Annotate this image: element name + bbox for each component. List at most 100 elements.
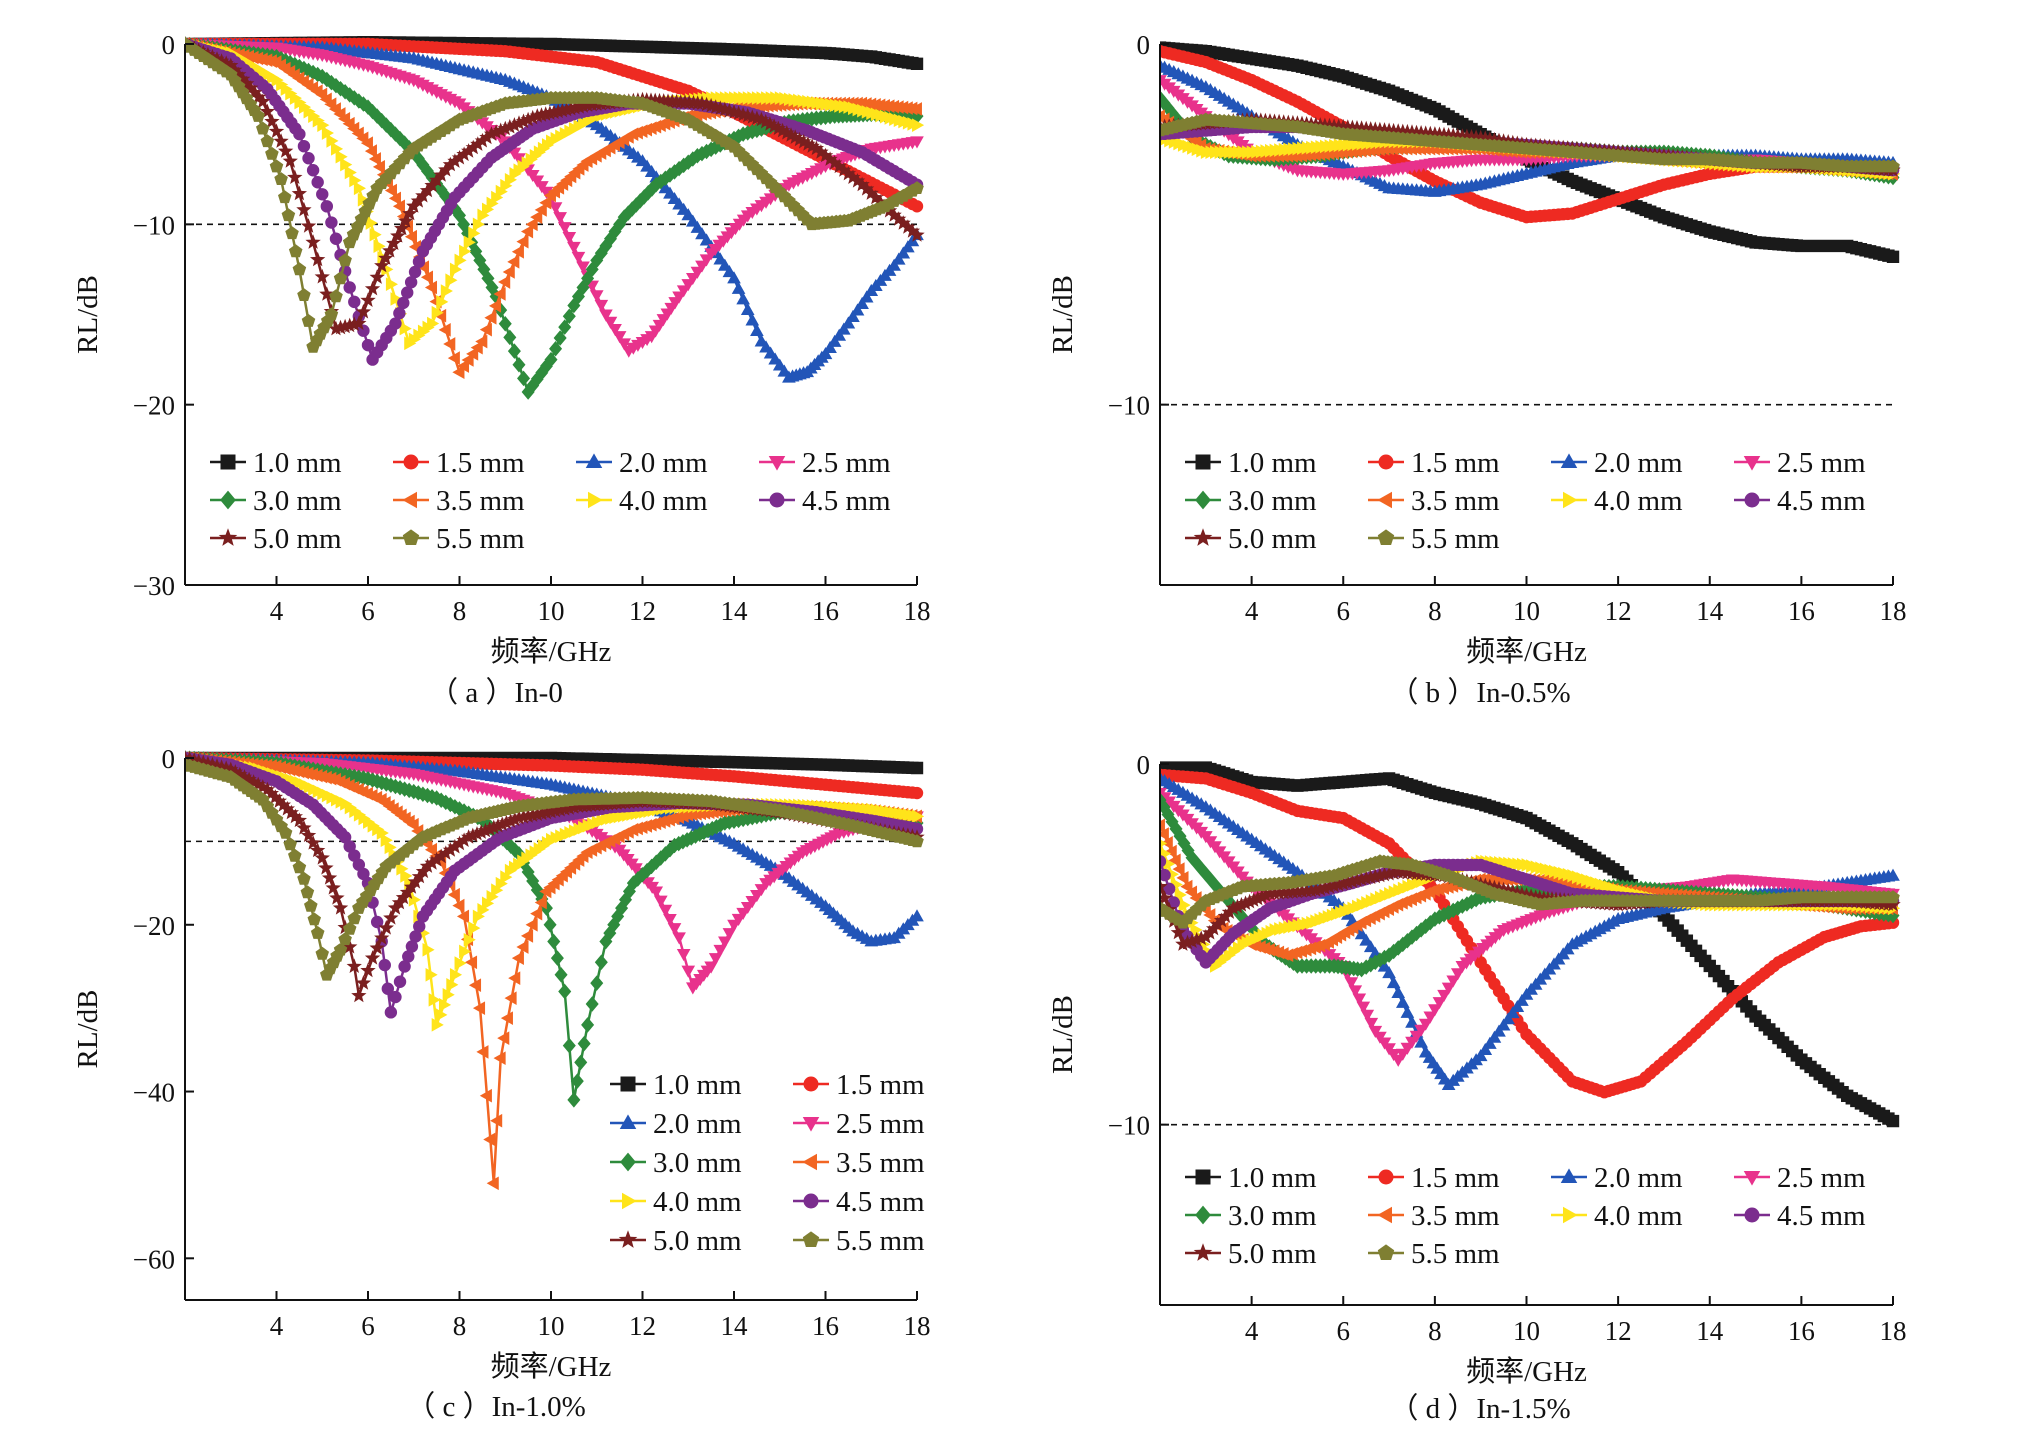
- legend-marker: [1744, 1207, 1760, 1223]
- legend-item: 1.0 mm: [610, 1069, 742, 1101]
- series-markers: [185, 749, 925, 1003]
- legend-marker: [619, 1114, 637, 1129]
- x-tick-label: 12: [1605, 1316, 1632, 1346]
- legend-item: 4.0 mm: [610, 1186, 742, 1218]
- legend-item: 1.5 mm: [1368, 1162, 1500, 1194]
- legend-item: 2.5 mm: [1734, 447, 1866, 479]
- legend-label: 4.5 mm: [1777, 485, 1866, 517]
- legend-marker: [403, 454, 419, 470]
- series-markers: [185, 752, 925, 1032]
- legend-item: 3.5 mm: [1368, 1200, 1500, 1232]
- legend-item: 4.0 mm: [576, 485, 708, 517]
- y-tick-label: −60: [133, 1244, 175, 1274]
- series-markers: [1160, 132, 1901, 181]
- legend: 1.0 mm 1.5 mm 2.0 mm 2.5 mm 3.0 mm 3.5 mm 4.0 …: [1185, 1162, 1866, 1270]
- legend-marker: [769, 492, 785, 508]
- legend-label: 1.5 mm: [1411, 447, 1500, 479]
- legend-marker: [622, 1192, 637, 1210]
- legend-label: 5.5 mm: [836, 1225, 925, 1257]
- legend-item: 1.5 mm: [393, 447, 525, 479]
- legend-marker: [1195, 1205, 1211, 1225]
- series-group: [1160, 41, 1901, 263]
- legend-marker: [1377, 491, 1392, 509]
- legend-marker: [1193, 1243, 1213, 1261]
- y-tick-label: 0: [1137, 750, 1151, 780]
- legend-item: 3.0 mm: [610, 1147, 742, 1179]
- y-axis-label: RL/dB: [1047, 995, 1079, 1074]
- legend-marker: [218, 528, 238, 546]
- x-tick-label: 14: [721, 1311, 749, 1341]
- x-axis-label: 频率/GHz: [1466, 1355, 1587, 1388]
- y-axis-label: RL/dB: [1047, 275, 1079, 354]
- series-group: [1160, 761, 1901, 1128]
- legend-item: 1.0 mm: [1185, 1162, 1317, 1194]
- legend-marker: [1193, 528, 1213, 546]
- legend-item: 1.5 mm: [793, 1069, 925, 1101]
- panel-caption: （ b ）In-0.5%: [1389, 677, 1570, 709]
- legend-label: 3.5 mm: [1411, 1200, 1500, 1232]
- legend-label: 4.0 mm: [1594, 1200, 1683, 1232]
- y-tick-label: −10: [133, 210, 175, 240]
- legend-marker: [1378, 454, 1394, 470]
- series-markers: [1160, 854, 1900, 929]
- legend-item: 5.5 mm: [393, 523, 525, 555]
- x-tick-label: 10: [538, 596, 565, 626]
- x-tick-label: 16: [1788, 1316, 1815, 1346]
- legend-item: 5.5 mm: [1368, 523, 1500, 555]
- legend-marker: [618, 1230, 638, 1248]
- legend-item: 2.5 mm: [1734, 1162, 1866, 1194]
- legend-item: 5.0 mm: [610, 1225, 742, 1257]
- legend-marker: [1560, 1168, 1578, 1183]
- legend-item: 5.0 mm: [210, 523, 342, 555]
- y-tick-label: −10: [1108, 391, 1150, 421]
- legend-marker: [1195, 1169, 1211, 1185]
- series-line: [185, 42, 918, 331]
- legend-marker: [1563, 1206, 1578, 1224]
- legend-marker: [803, 1193, 819, 1209]
- legend-label: 4.5 mm: [802, 485, 891, 517]
- legend-label: 4.0 mm: [619, 485, 708, 517]
- x-tick-label: 6: [1337, 1316, 1351, 1346]
- x-tick-label: 12: [629, 596, 656, 626]
- legend-label: 5.0 mm: [1228, 1238, 1317, 1270]
- legend-item: 4.5 mm: [1734, 1200, 1866, 1232]
- x-tick-label: 10: [1513, 596, 1540, 626]
- series-markers: [1160, 768, 1900, 1099]
- x-tick-label: 18: [904, 1311, 931, 1341]
- legend-marker: [1195, 454, 1211, 470]
- legend-marker: [220, 490, 236, 510]
- legend: 1.0 mm 1.5 mm 2.0 mm 2.5 mm 3.0 mm 3.5 mm 4.0 …: [1185, 447, 1866, 555]
- legend-label: 4.5 mm: [1777, 1200, 1866, 1232]
- x-tick-label: 16: [1788, 596, 1815, 626]
- legend-label: 5.0 mm: [653, 1225, 742, 1257]
- x-tick-label: 6: [1337, 596, 1351, 626]
- legend-label: 1.0 mm: [1228, 1162, 1317, 1194]
- series-markers: [1160, 41, 1900, 263]
- legend-label: 3.0 mm: [653, 1147, 742, 1179]
- x-tick-label: 10: [538, 1311, 565, 1341]
- legend-item: 3.5 mm: [393, 485, 525, 517]
- y-tick-label: −20: [133, 911, 175, 941]
- legend-item: 2.0 mm: [1551, 1162, 1683, 1194]
- panel-caption: （ c ）In-1.0%: [406, 1391, 586, 1423]
- legend-label: 2.0 mm: [619, 447, 708, 479]
- legend-marker: [1378, 1169, 1394, 1185]
- legend-item: 3.5 mm: [793, 1147, 925, 1179]
- legend-label: 2.0 mm: [653, 1108, 742, 1140]
- x-tick-label: 4: [270, 1311, 284, 1341]
- series-markers: [185, 36, 924, 353]
- series-markers: [1160, 58, 1900, 197]
- x-tick-label: 4: [1245, 1316, 1259, 1346]
- series-group: [185, 35, 925, 400]
- legend-label: 3.5 mm: [836, 1147, 925, 1179]
- legend-marker: [220, 454, 236, 470]
- legend-label: 1.0 mm: [653, 1069, 742, 1101]
- legend-item: 5.0 mm: [1185, 523, 1317, 555]
- legend-marker: [620, 1152, 636, 1172]
- legend-marker: [588, 491, 603, 509]
- panel-a: 0 −10 −20 −30 4 6 8 10 12 14 16 18 频率/GHz RL/dB （ a ）I…: [72, 30, 931, 709]
- legend-label: 4.5 mm: [836, 1186, 925, 1218]
- legend-item: 3.5 mm: [1368, 485, 1500, 517]
- legend-marker: [1377, 529, 1395, 545]
- series-markers: [1160, 864, 1901, 951]
